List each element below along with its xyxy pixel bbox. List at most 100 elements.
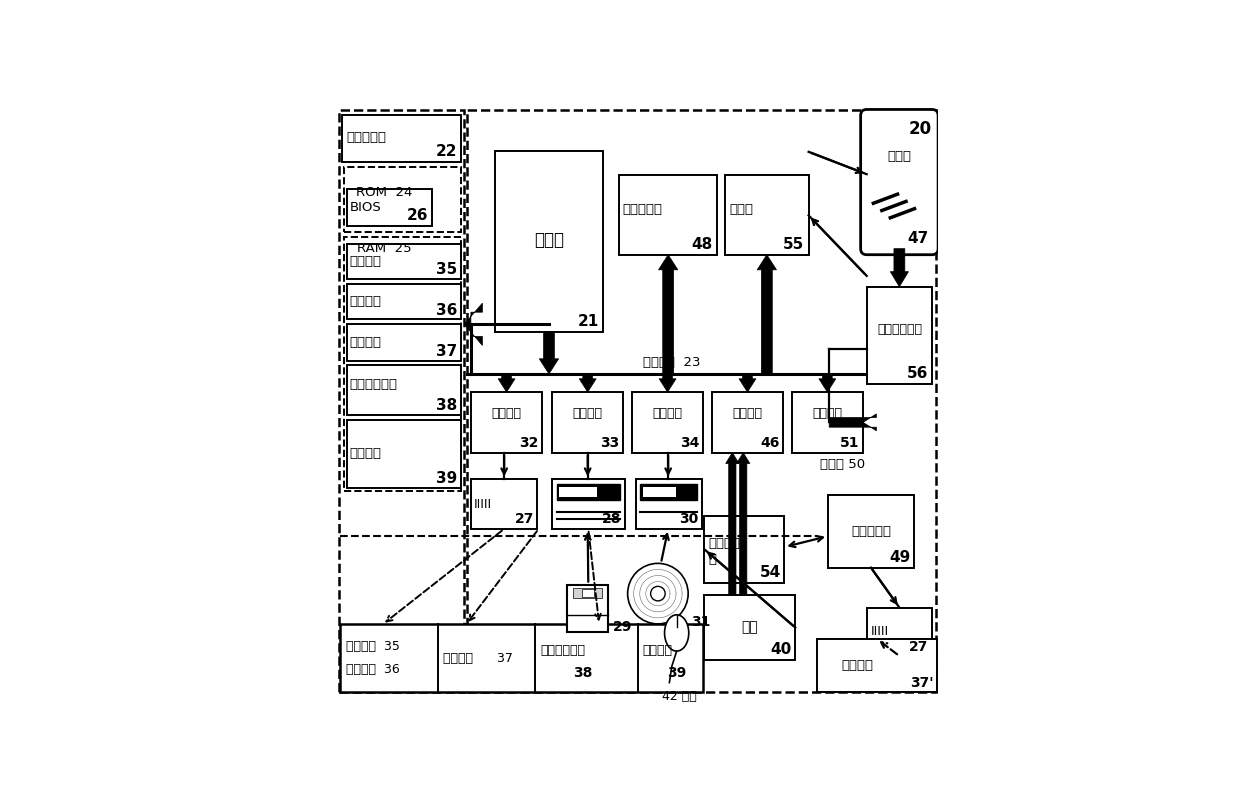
- FancyBboxPatch shape: [583, 589, 594, 597]
- Text: 56: 56: [906, 365, 929, 380]
- Text: 文件系统: 文件系统: [350, 296, 382, 308]
- Text: 37: 37: [435, 343, 458, 358]
- FancyBboxPatch shape: [559, 487, 596, 498]
- Text: 应用程序      37: 应用程序 37: [443, 652, 513, 665]
- FancyBboxPatch shape: [347, 285, 461, 319]
- FancyBboxPatch shape: [557, 484, 620, 500]
- Text: 35: 35: [435, 262, 458, 277]
- FancyBboxPatch shape: [343, 237, 461, 490]
- Text: 处理器: 处理器: [534, 230, 564, 248]
- FancyBboxPatch shape: [573, 588, 603, 598]
- Text: 30: 30: [680, 512, 698, 527]
- Text: 控制器: 控制器: [729, 203, 754, 216]
- Text: ROM  24: ROM 24: [356, 185, 413, 199]
- Text: 应用程序: 应用程序: [350, 336, 382, 349]
- Text: 网络接口: 网络接口: [812, 407, 842, 421]
- Text: 54: 54: [760, 565, 781, 580]
- FancyBboxPatch shape: [347, 189, 432, 226]
- Text: 磁盘接口: 磁盘接口: [573, 407, 603, 421]
- Text: 49: 49: [889, 550, 910, 565]
- FancyBboxPatch shape: [343, 167, 461, 233]
- Text: 数据存储设备: 数据存储设备: [877, 322, 921, 336]
- Polygon shape: [539, 332, 559, 374]
- FancyBboxPatch shape: [347, 365, 461, 415]
- Text: 46: 46: [760, 435, 780, 450]
- Text: 51: 51: [839, 435, 859, 450]
- FancyBboxPatch shape: [347, 244, 461, 279]
- FancyBboxPatch shape: [704, 595, 795, 660]
- FancyBboxPatch shape: [704, 516, 785, 583]
- FancyBboxPatch shape: [828, 495, 914, 567]
- FancyBboxPatch shape: [495, 151, 603, 332]
- FancyBboxPatch shape: [725, 174, 808, 255]
- Text: 38: 38: [573, 667, 593, 681]
- Text: 操作系统: 操作系统: [350, 255, 382, 268]
- Text: 28: 28: [601, 512, 621, 527]
- Polygon shape: [830, 414, 877, 431]
- FancyBboxPatch shape: [619, 174, 717, 255]
- FancyBboxPatch shape: [642, 487, 676, 498]
- Text: IIIII: IIIII: [474, 498, 492, 511]
- Text: 文件系统  36: 文件系统 36: [346, 663, 401, 677]
- Text: 37': 37': [910, 676, 934, 690]
- Polygon shape: [739, 374, 756, 392]
- Text: 串行端口: 串行端口: [733, 407, 763, 421]
- Polygon shape: [818, 374, 836, 392]
- Text: 36: 36: [435, 303, 458, 318]
- Text: 27: 27: [515, 512, 534, 527]
- FancyBboxPatch shape: [817, 639, 937, 692]
- Text: 局域网 50: 局域网 50: [821, 458, 866, 472]
- FancyBboxPatch shape: [471, 392, 542, 453]
- FancyBboxPatch shape: [632, 392, 703, 453]
- Polygon shape: [725, 453, 739, 595]
- Text: 硬盘接口: 硬盘接口: [491, 407, 522, 421]
- Polygon shape: [890, 248, 909, 287]
- Text: RAM  25: RAM 25: [357, 242, 412, 255]
- Text: 调制解调: 调制解调: [708, 537, 740, 550]
- FancyBboxPatch shape: [861, 109, 939, 255]
- Text: 47: 47: [908, 230, 929, 245]
- Text: 视频适配器: 视频适配器: [622, 203, 663, 216]
- Text: 22: 22: [435, 144, 458, 159]
- Text: 27: 27: [909, 640, 929, 653]
- FancyBboxPatch shape: [867, 287, 932, 384]
- FancyBboxPatch shape: [791, 392, 863, 453]
- FancyBboxPatch shape: [339, 110, 464, 692]
- FancyBboxPatch shape: [347, 325, 461, 361]
- Text: 42 鼠标: 42 鼠标: [662, 690, 697, 703]
- Text: 39: 39: [667, 667, 686, 681]
- FancyBboxPatch shape: [867, 608, 932, 656]
- FancyBboxPatch shape: [340, 625, 703, 692]
- FancyBboxPatch shape: [552, 392, 624, 453]
- Text: 55: 55: [784, 237, 805, 252]
- Text: IIIII: IIIII: [870, 625, 888, 638]
- Text: 应用程序: 应用程序: [841, 659, 873, 672]
- Text: 器: 器: [708, 553, 717, 566]
- FancyBboxPatch shape: [342, 115, 461, 162]
- Text: 键盘: 键盘: [742, 620, 759, 634]
- Text: 48: 48: [692, 237, 713, 252]
- Text: 系统总线  23: 系统总线 23: [644, 356, 701, 369]
- FancyBboxPatch shape: [712, 392, 784, 453]
- Text: 40: 40: [770, 642, 791, 657]
- Text: 光驱接口: 光驱接口: [652, 407, 682, 421]
- Text: 其它程序模块: 其它程序模块: [539, 644, 585, 657]
- FancyBboxPatch shape: [471, 479, 537, 529]
- FancyBboxPatch shape: [567, 585, 609, 632]
- FancyBboxPatch shape: [635, 479, 702, 529]
- FancyBboxPatch shape: [347, 420, 461, 487]
- Text: 其它程序模块: 其它程序模块: [350, 378, 398, 391]
- Text: 20: 20: [909, 119, 932, 138]
- Text: 21: 21: [578, 314, 599, 329]
- Text: 33: 33: [600, 435, 620, 450]
- Text: 29: 29: [613, 620, 632, 634]
- Text: 32: 32: [520, 435, 538, 450]
- Polygon shape: [737, 453, 750, 595]
- Text: 26: 26: [407, 208, 428, 223]
- Text: 远程计算机: 远程计算机: [851, 525, 890, 538]
- Text: 31: 31: [691, 615, 711, 629]
- Text: 操作系统  35: 操作系统 35: [346, 641, 401, 653]
- Text: 系统存储器: 系统存储器: [346, 131, 386, 145]
- Polygon shape: [464, 303, 482, 346]
- Polygon shape: [660, 374, 676, 392]
